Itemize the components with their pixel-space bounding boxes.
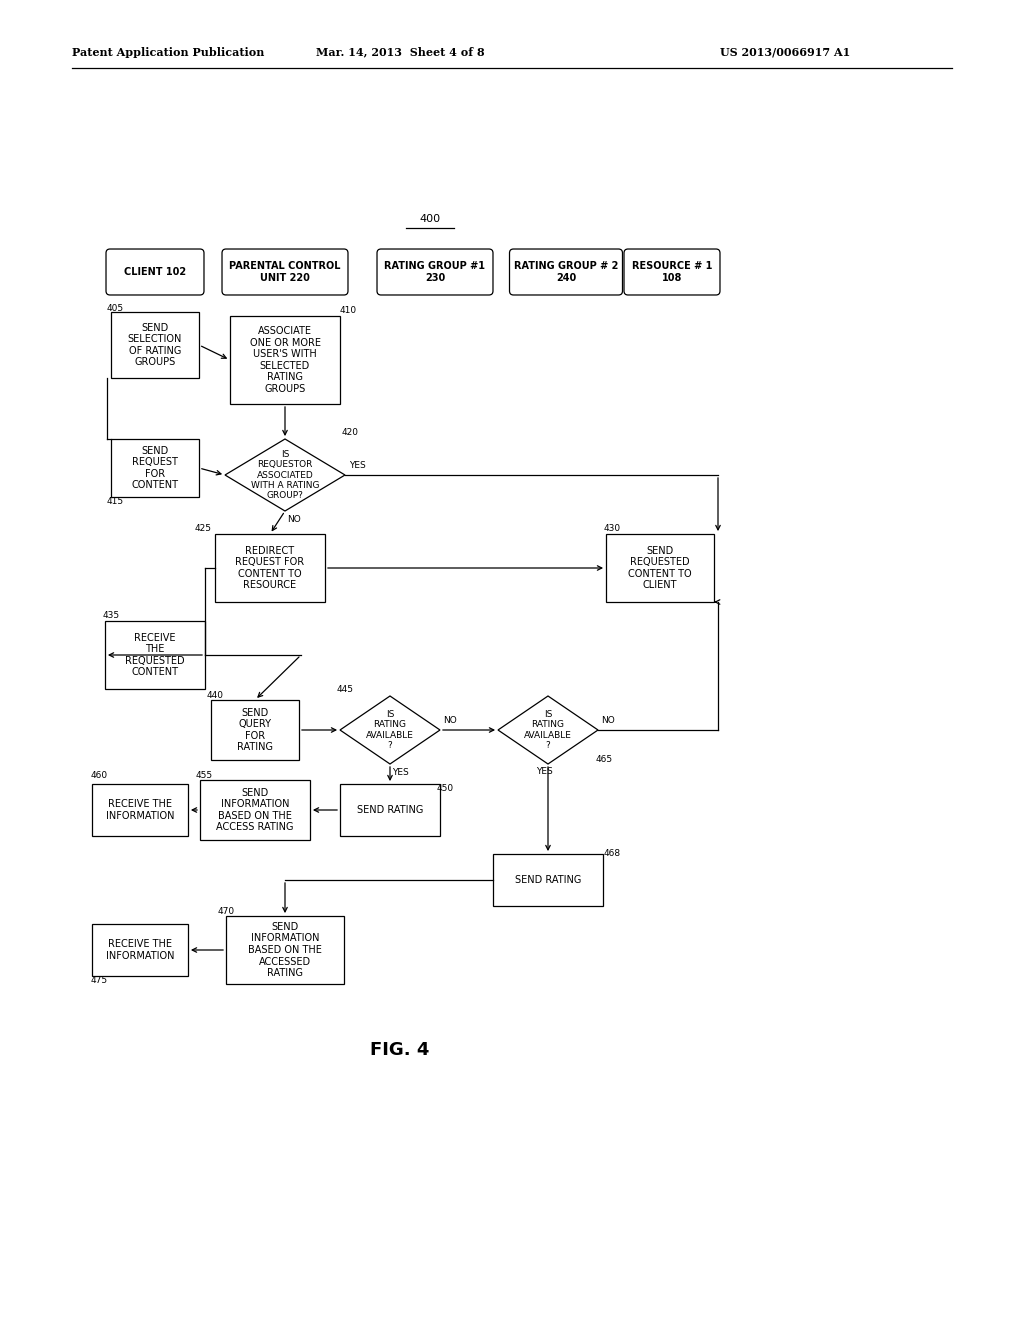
Text: ASSOCIATE
ONE OR MORE
USER'S WITH
SELECTED
RATING
GROUPS: ASSOCIATE ONE OR MORE USER'S WITH SELECT… xyxy=(250,326,321,393)
FancyBboxPatch shape xyxy=(92,784,188,836)
FancyBboxPatch shape xyxy=(111,440,199,498)
Text: SEND
REQUEST
FOR
CONTENT: SEND REQUEST FOR CONTENT xyxy=(131,446,178,491)
Text: 450: 450 xyxy=(437,784,454,793)
Text: IS
REQUESTOR
ASSOCIATED
WITH A RATING
GROUP?: IS REQUESTOR ASSOCIATED WITH A RATING GR… xyxy=(251,450,319,500)
Text: 465: 465 xyxy=(596,755,613,764)
Text: RECEIVE THE
INFORMATION: RECEIVE THE INFORMATION xyxy=(105,799,174,821)
Text: 435: 435 xyxy=(103,611,120,620)
Text: SEND RATING: SEND RATING xyxy=(515,875,582,884)
Text: RECEIVE
THE
REQUESTED
CONTENT: RECEIVE THE REQUESTED CONTENT xyxy=(125,632,184,677)
Text: 400: 400 xyxy=(420,214,440,224)
Text: SEND
REQUESTED
CONTENT TO
CLIENT: SEND REQUESTED CONTENT TO CLIENT xyxy=(628,545,692,590)
Text: REDIRECT
REQUEST FOR
CONTENT TO
RESOURCE: REDIRECT REQUEST FOR CONTENT TO RESOURCE xyxy=(236,545,304,590)
Text: NO: NO xyxy=(287,515,301,524)
Text: SEND RATING: SEND RATING xyxy=(356,805,423,814)
Text: RATING GROUP # 2
240: RATING GROUP # 2 240 xyxy=(514,261,618,282)
FancyBboxPatch shape xyxy=(226,916,344,983)
FancyBboxPatch shape xyxy=(377,249,493,294)
Text: 410: 410 xyxy=(340,306,357,315)
Text: SEND
QUERY
FOR
RATING: SEND QUERY FOR RATING xyxy=(237,708,273,752)
Text: 430: 430 xyxy=(604,524,622,533)
Text: 475: 475 xyxy=(91,975,109,985)
Text: US 2013/0066917 A1: US 2013/0066917 A1 xyxy=(720,46,850,58)
Text: YES: YES xyxy=(392,768,409,777)
Text: 470: 470 xyxy=(218,907,236,916)
FancyBboxPatch shape xyxy=(200,780,310,840)
Text: 405: 405 xyxy=(106,304,124,313)
Text: RESOURCE # 1
108: RESOURCE # 1 108 xyxy=(632,261,712,282)
Text: 460: 460 xyxy=(91,771,109,780)
Text: 425: 425 xyxy=(195,524,212,533)
Text: SEND
INFORMATION
BASED ON THE
ACCESS RATING: SEND INFORMATION BASED ON THE ACCESS RAT… xyxy=(216,788,294,833)
FancyBboxPatch shape xyxy=(111,312,199,378)
Text: RECEIVE THE
INFORMATION: RECEIVE THE INFORMATION xyxy=(105,940,174,961)
Text: PARENTAL CONTROL
UNIT 220: PARENTAL CONTROL UNIT 220 xyxy=(229,261,341,282)
FancyBboxPatch shape xyxy=(106,249,204,294)
Text: YES: YES xyxy=(349,461,366,470)
FancyBboxPatch shape xyxy=(510,249,623,294)
Text: Patent Application Publication: Patent Application Publication xyxy=(72,46,264,58)
Text: CLIENT 102: CLIENT 102 xyxy=(124,267,186,277)
Polygon shape xyxy=(340,696,440,764)
Text: 455: 455 xyxy=(196,771,213,780)
Text: 420: 420 xyxy=(342,428,359,437)
FancyBboxPatch shape xyxy=(340,784,440,836)
Text: Mar. 14, 2013  Sheet 4 of 8: Mar. 14, 2013 Sheet 4 of 8 xyxy=(315,46,484,58)
Polygon shape xyxy=(225,440,345,511)
Text: IS
RATING
AVAILABLE
?: IS RATING AVAILABLE ? xyxy=(366,710,414,750)
Text: NO: NO xyxy=(443,715,457,725)
FancyBboxPatch shape xyxy=(606,535,714,602)
Text: 468: 468 xyxy=(604,849,622,858)
Text: SEND
INFORMATION
BASED ON THE
ACCESSED
RATING: SEND INFORMATION BASED ON THE ACCESSED R… xyxy=(248,921,322,978)
Text: NO: NO xyxy=(601,715,614,725)
Text: 415: 415 xyxy=(106,498,124,506)
FancyBboxPatch shape xyxy=(493,854,603,906)
FancyBboxPatch shape xyxy=(92,924,188,975)
FancyBboxPatch shape xyxy=(624,249,720,294)
Text: RATING GROUP #1
230: RATING GROUP #1 230 xyxy=(384,261,485,282)
Text: IS
RATING
AVAILABLE
?: IS RATING AVAILABLE ? xyxy=(524,710,572,750)
FancyBboxPatch shape xyxy=(230,315,340,404)
Text: FIG. 4: FIG. 4 xyxy=(371,1041,430,1059)
FancyBboxPatch shape xyxy=(105,620,205,689)
Text: YES: YES xyxy=(536,767,552,776)
Text: 440: 440 xyxy=(207,690,224,700)
Text: SEND
SELECTION
OF RATING
GROUPS: SEND SELECTION OF RATING GROUPS xyxy=(128,322,182,367)
FancyBboxPatch shape xyxy=(215,535,325,602)
Polygon shape xyxy=(498,696,598,764)
FancyBboxPatch shape xyxy=(211,700,299,760)
FancyBboxPatch shape xyxy=(222,249,348,294)
Text: 445: 445 xyxy=(337,685,354,694)
